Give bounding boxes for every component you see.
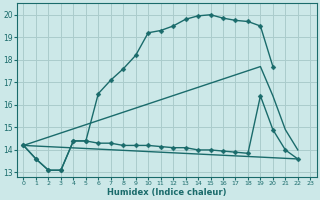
X-axis label: Humidex (Indice chaleur): Humidex (Indice chaleur) (107, 188, 227, 197)
